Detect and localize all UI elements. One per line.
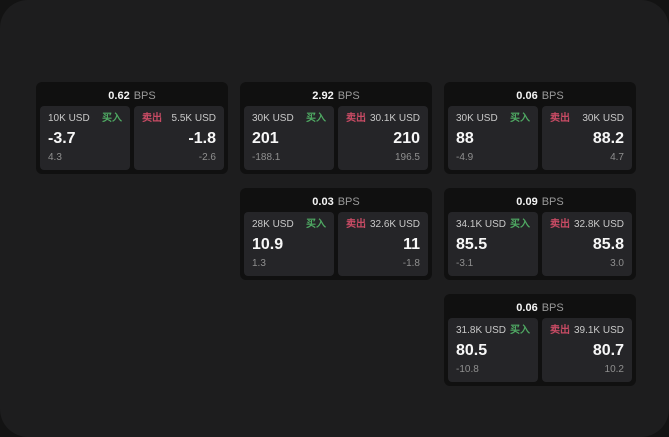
buy-label: 买入 bbox=[510, 113, 530, 124]
buy-amount: 34.1K USD bbox=[456, 219, 507, 230]
buy-amount: 30K USD bbox=[456, 113, 498, 124]
bps-header: 0.06 BPS bbox=[448, 86, 632, 106]
sell-price: 85.8 bbox=[592, 235, 624, 253]
buy-tile[interactable]: 30K USD 买入 88 -4.9 bbox=[448, 106, 538, 170]
buy-price: -3.7 bbox=[48, 129, 76, 147]
buy-price: 88 bbox=[456, 129, 474, 147]
sell-tile[interactable]: 卖出 39.1K USD 80.7 10.2 bbox=[542, 318, 632, 382]
quote-card: 0.03 BPS 28K USD 买入 10.9 1.3 卖出 32.6K US… bbox=[240, 188, 432, 280]
buy-label: 买入 bbox=[510, 219, 530, 230]
sell-delta: -1.8 bbox=[402, 258, 420, 269]
sell-tile[interactable]: 卖出 30.1K USD 210 196.5 bbox=[338, 106, 428, 170]
buy-label: 买入 bbox=[510, 325, 530, 336]
buy-amount: 31.8K USD bbox=[456, 325, 507, 336]
quote-card: 0.09 BPS 34.1K USD 买入 85.5 -3.1 卖出 32.8K… bbox=[444, 188, 636, 280]
sell-price: 11 bbox=[403, 235, 420, 253]
buy-amount: 30K USD bbox=[252, 113, 294, 124]
bps-unit: BPS bbox=[541, 196, 564, 208]
buy-delta: -10.8 bbox=[456, 364, 479, 375]
sell-label: 卖出 bbox=[346, 113, 366, 124]
buy-tile[interactable]: 30K USD 买入 201 -188.1 bbox=[244, 106, 334, 170]
buy-tile[interactable]: 10K USD 买入 -3.7 4.3 bbox=[40, 106, 130, 170]
bps-value: 2.92 bbox=[312, 90, 334, 102]
quote-card: 0.06 BPS 31.8K USD 买入 80.5 -10.8 卖出 39.1… bbox=[444, 294, 636, 386]
buy-delta: -4.9 bbox=[456, 152, 474, 163]
buy-label: 买入 bbox=[306, 113, 326, 124]
quote-card: 0.06 BPS 30K USD 买入 88 -4.9 卖出 30K USD 8… bbox=[444, 82, 636, 174]
bps-value: 0.62 bbox=[108, 90, 130, 102]
bps-value: 0.06 bbox=[516, 90, 538, 102]
buy-price: 10.9 bbox=[252, 235, 284, 253]
buy-tile[interactable]: 31.8K USD 买入 80.5 -10.8 bbox=[448, 318, 538, 382]
buy-price: 80.5 bbox=[456, 341, 488, 359]
sell-amount: 32.8K USD bbox=[573, 219, 624, 230]
sell-price: 88.2 bbox=[592, 129, 624, 147]
sell-delta: 3.0 bbox=[610, 258, 624, 269]
buy-tile[interactable]: 34.1K USD 买入 85.5 -3.1 bbox=[448, 212, 538, 276]
buy-label: 买入 bbox=[306, 219, 326, 230]
buy-delta: -188.1 bbox=[252, 152, 281, 163]
bps-unit: BPS bbox=[337, 196, 360, 208]
buy-amount: 28K USD bbox=[252, 219, 294, 230]
sell-amount: 39.1K USD bbox=[573, 325, 624, 336]
bps-header: 0.03 BPS bbox=[244, 192, 428, 212]
sell-price: 210 bbox=[393, 129, 420, 147]
sell-tile[interactable]: 卖出 32.8K USD 85.8 3.0 bbox=[542, 212, 632, 276]
sell-amount: 32.6K USD bbox=[369, 219, 420, 230]
sell-label: 卖出 bbox=[550, 113, 570, 124]
sell-amount: 5.5K USD bbox=[171, 113, 216, 124]
sell-tile[interactable]: 卖出 30K USD 88.2 4.7 bbox=[542, 106, 632, 170]
bps-header: 2.92 BPS bbox=[244, 86, 428, 106]
sell-amount: 30K USD bbox=[582, 113, 624, 124]
bps-unit: BPS bbox=[541, 302, 564, 314]
quote-card: 2.92 BPS 30K USD 买入 201 -188.1 卖出 30.1K … bbox=[240, 82, 432, 174]
bps-unit: BPS bbox=[133, 90, 156, 102]
bps-header: 0.06 BPS bbox=[448, 298, 632, 318]
buy-delta: 4.3 bbox=[48, 152, 62, 163]
buy-tile[interactable]: 28K USD 买入 10.9 1.3 bbox=[244, 212, 334, 276]
sell-label: 卖出 bbox=[550, 325, 570, 336]
bps-value: 0.03 bbox=[312, 196, 334, 208]
sell-amount: 30.1K USD bbox=[369, 113, 420, 124]
buy-delta: -3.1 bbox=[456, 258, 474, 269]
bps-header: 0.62 BPS bbox=[40, 86, 224, 106]
sell-tile[interactable]: 卖出 32.6K USD 11 -1.8 bbox=[338, 212, 428, 276]
sell-label: 卖出 bbox=[346, 219, 366, 230]
bps-unit: BPS bbox=[541, 90, 564, 102]
bps-unit: BPS bbox=[337, 90, 360, 102]
sell-label: 卖出 bbox=[142, 113, 162, 124]
sell-delta: -2.6 bbox=[198, 152, 216, 163]
buy-label: 买入 bbox=[102, 113, 122, 124]
quote-card: 0.62 BPS 10K USD 买入 -3.7 4.3 卖出 5.5K USD… bbox=[36, 82, 228, 174]
bps-header: 0.09 BPS bbox=[448, 192, 632, 212]
sell-label: 卖出 bbox=[550, 219, 570, 230]
buy-price: 85.5 bbox=[456, 235, 488, 253]
sell-price: -1.8 bbox=[188, 129, 216, 147]
bps-value: 0.09 bbox=[516, 196, 538, 208]
buy-price: 201 bbox=[252, 129, 279, 147]
sell-delta: 4.7 bbox=[610, 152, 624, 163]
sell-delta: 196.5 bbox=[394, 152, 420, 163]
sell-price: 80.7 bbox=[592, 341, 624, 359]
buy-amount: 10K USD bbox=[48, 113, 90, 124]
sell-tile[interactable]: 卖出 5.5K USD -1.8 -2.6 bbox=[134, 106, 224, 170]
bps-value: 0.06 bbox=[516, 302, 538, 314]
buy-delta: 1.3 bbox=[252, 258, 266, 269]
sell-delta: 10.2 bbox=[604, 364, 624, 375]
cards-grid: 0.62 BPS 10K USD 买入 -3.7 4.3 卖出 5.5K USD… bbox=[36, 82, 636, 386]
